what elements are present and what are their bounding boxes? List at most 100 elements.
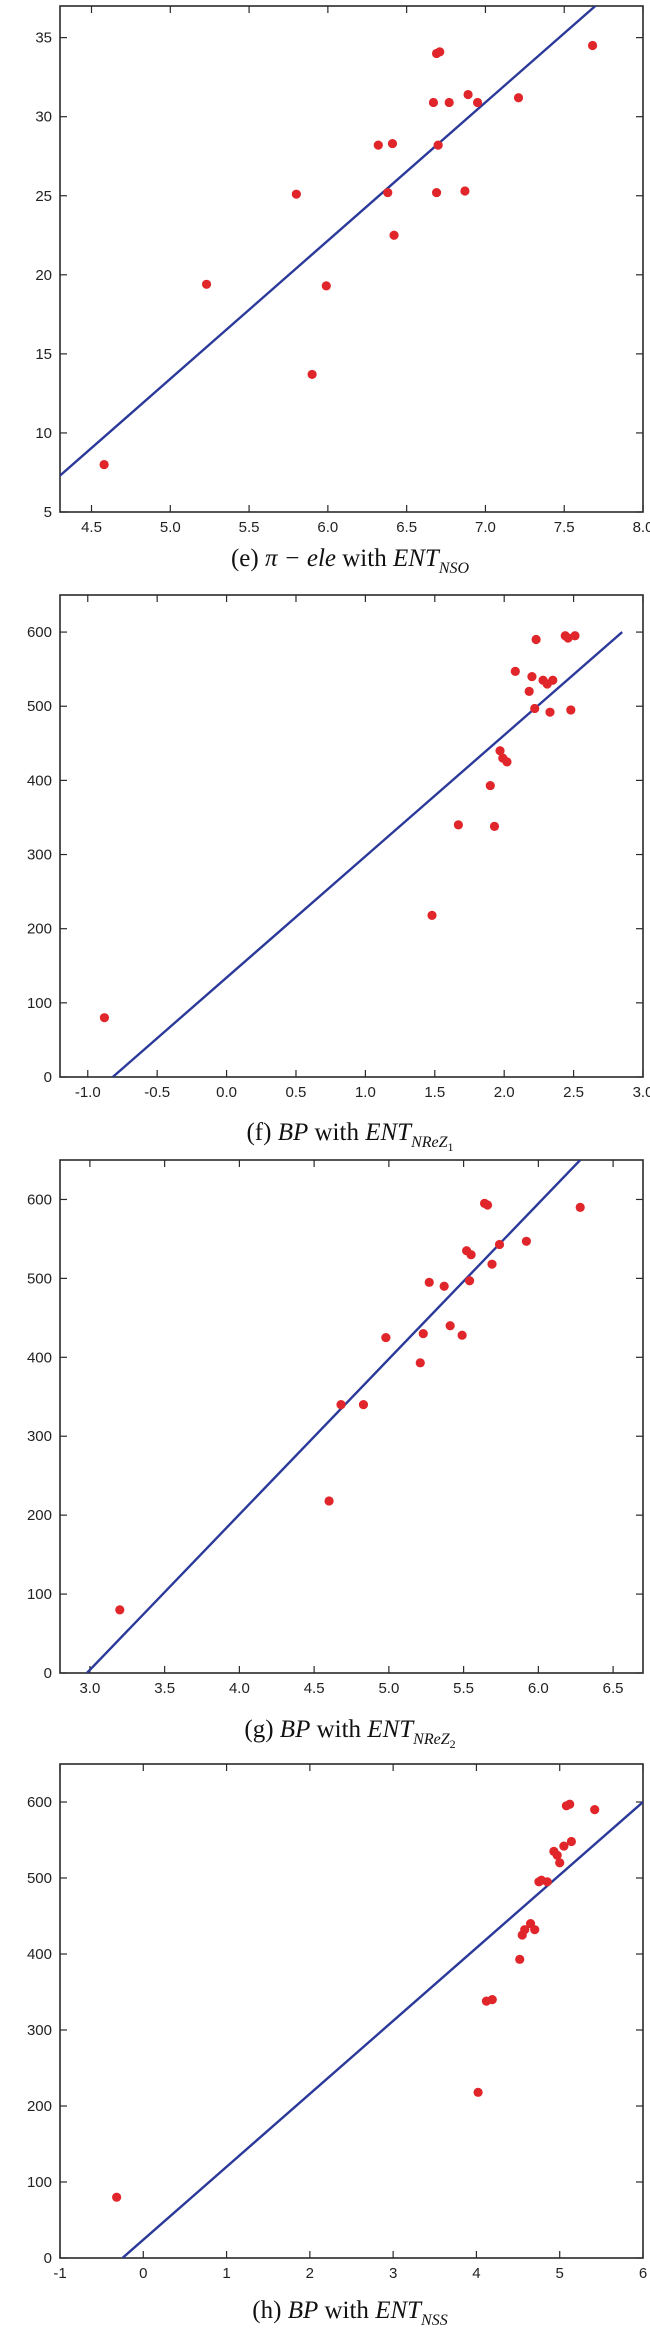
data-point bbox=[548, 675, 558, 685]
regression-line bbox=[111, 631, 623, 1077]
data-point bbox=[552, 1850, 562, 1860]
y-tick-label: 400 bbox=[27, 1349, 52, 1366]
data-point bbox=[99, 1013, 110, 1023]
x-tick-label: 4 bbox=[472, 2265, 480, 2282]
data-point bbox=[466, 1250, 476, 1260]
data-point bbox=[559, 1841, 569, 1851]
x-tick-label: 0.5 bbox=[286, 1084, 307, 1101]
x-tick-label: 6.0 bbox=[317, 519, 338, 536]
data-point bbox=[389, 230, 399, 240]
data-point bbox=[201, 279, 212, 289]
x-tick-label: 5.5 bbox=[453, 1680, 474, 1697]
data-point bbox=[563, 633, 573, 643]
x-tick-label: 2.5 bbox=[563, 1084, 584, 1101]
y-tick-label: 300 bbox=[27, 1428, 52, 1445]
data-point bbox=[460, 186, 470, 196]
data-point bbox=[457, 1330, 467, 1340]
data-point bbox=[435, 47, 445, 57]
data-point bbox=[431, 187, 442, 198]
caption-variable: BP bbox=[278, 1119, 309, 1146]
plot-frame bbox=[59, 1159, 644, 1674]
data-point bbox=[472, 97, 483, 108]
data-point bbox=[373, 140, 383, 150]
data-point bbox=[418, 1329, 428, 1339]
data-point bbox=[463, 89, 473, 100]
caption-label: (e) bbox=[231, 545, 265, 572]
y-tick-label: 0 bbox=[44, 1069, 52, 1086]
data-point bbox=[336, 1400, 346, 1410]
y-tick-label: 300 bbox=[27, 2022, 52, 2039]
y-tick-label: 400 bbox=[27, 1946, 52, 1963]
data-point bbox=[494, 1239, 505, 1250]
caption-joiner: with bbox=[336, 545, 393, 572]
data-point bbox=[510, 666, 520, 676]
y-tick-label: 25 bbox=[35, 188, 52, 205]
data-point bbox=[521, 1236, 532, 1246]
data-point bbox=[590, 1805, 600, 1815]
panel-caption: (f) BP with ENTNReZ1 bbox=[246, 1119, 453, 1154]
data-point bbox=[415, 1358, 425, 1368]
regression-line bbox=[60, 6, 598, 477]
x-tick-label: 2 bbox=[306, 2265, 314, 2282]
caption-variable: π − ele bbox=[265, 545, 336, 572]
data-point bbox=[555, 1858, 565, 1868]
caption-label: (f) bbox=[246, 1119, 277, 1146]
plot-frame bbox=[59, 5, 644, 513]
caption-index: ENT bbox=[392, 545, 441, 572]
data-point bbox=[445, 1321, 455, 1331]
y-tick-label: 100 bbox=[27, 995, 52, 1012]
data-point bbox=[428, 97, 439, 108]
y-tick-label: 500 bbox=[27, 698, 52, 715]
y-tick-label: 600 bbox=[27, 624, 52, 641]
y-tick-label: 500 bbox=[27, 1870, 52, 1887]
caption-index: ENT bbox=[366, 1716, 415, 1743]
caption-index-subscript: NSS bbox=[420, 2312, 448, 2329]
caption-index-subsubscript: 1 bbox=[448, 1140, 454, 1154]
data-point bbox=[566, 705, 576, 715]
caption-label: (g) bbox=[244, 1716, 279, 1743]
data-point bbox=[542, 1877, 552, 1887]
y-tick-label: 400 bbox=[27, 772, 52, 789]
data-point bbox=[482, 1200, 493, 1210]
data-point bbox=[524, 686, 534, 697]
data-point bbox=[531, 634, 541, 645]
x-tick-label: 6 bbox=[639, 2265, 647, 2282]
data-point bbox=[444, 97, 454, 108]
data-point bbox=[424, 1277, 434, 1287]
data-point bbox=[383, 187, 393, 198]
y-tick-label: 600 bbox=[27, 1794, 52, 1811]
x-tick-label: 5 bbox=[556, 2265, 564, 2282]
x-tick-label: 3.0 bbox=[79, 1680, 100, 1697]
x-tick-label: 7.5 bbox=[554, 519, 575, 536]
x-tick-label: 6.5 bbox=[603, 1680, 624, 1697]
x-tick-label: 3.5 bbox=[154, 1680, 175, 1697]
regression-line bbox=[86, 1160, 582, 1673]
y-tick-label: 300 bbox=[27, 847, 52, 864]
y-tick-label: 200 bbox=[27, 2098, 52, 2115]
y-tick-label: 35 bbox=[35, 30, 52, 47]
data-point bbox=[427, 910, 437, 920]
data-point bbox=[433, 140, 443, 150]
data-point bbox=[489, 821, 500, 831]
regression-line bbox=[121, 1801, 643, 2258]
data-point bbox=[115, 1605, 125, 1615]
x-tick-label: 4.0 bbox=[229, 1680, 250, 1697]
data-point bbox=[513, 93, 524, 103]
data-point bbox=[515, 1954, 525, 1964]
data-point bbox=[566, 1836, 576, 1847]
data-point bbox=[324, 1496, 334, 1506]
x-tick-label: -1.0 bbox=[75, 1084, 101, 1101]
panel-e: 4.5 5.0 5.5 6.0 6.5 7.0 7.5 8.0 5 10 15 20 25 30 35 (e)… bbox=[35, 5, 650, 577]
data-point bbox=[487, 1259, 497, 1269]
x-tick-label: 7.0 bbox=[475, 519, 496, 536]
x-tick-label: 1 bbox=[222, 2265, 230, 2282]
caption-index-subsubscript: 2 bbox=[450, 1737, 456, 1751]
panel-caption: (h) BP with ENTNSS bbox=[252, 2297, 447, 2329]
x-tick-label: 8.0 bbox=[633, 519, 650, 536]
data-point bbox=[502, 757, 512, 767]
data-point bbox=[358, 1400, 369, 1410]
data-point bbox=[439, 1281, 449, 1291]
data-point bbox=[473, 2087, 483, 2097]
x-tick-label: 1.0 bbox=[355, 1084, 376, 1101]
